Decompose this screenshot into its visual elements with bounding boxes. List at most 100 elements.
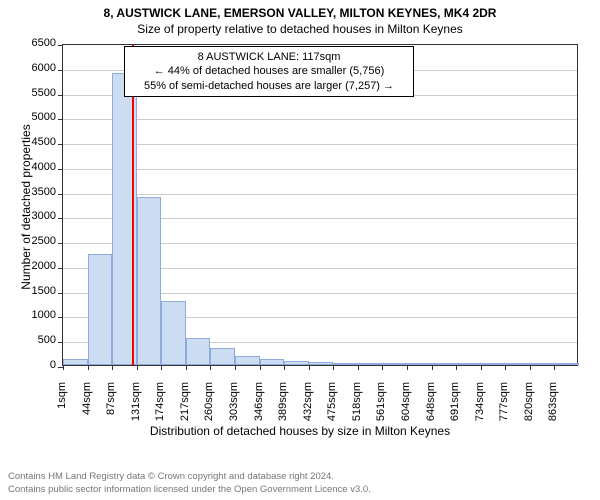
y-tick-mark <box>58 119 63 120</box>
x-tick-label: 648sqm <box>425 382 437 432</box>
x-tick-mark <box>530 365 531 370</box>
y-tick-mark <box>58 317 63 318</box>
footer-attribution: Contains HM Land Registry data © Crown c… <box>8 471 371 496</box>
y-tick-mark <box>58 268 63 269</box>
x-tick-mark <box>382 365 383 370</box>
histogram-bar <box>382 363 407 365</box>
y-tick-mark <box>58 293 63 294</box>
histogram-bar <box>432 363 457 365</box>
histogram-bar <box>530 363 555 365</box>
x-tick-label: 432sqm <box>302 382 314 432</box>
x-tick-mark <box>112 365 113 370</box>
y-tick-label: 3000 <box>20 210 56 222</box>
footer-line1: Contains HM Land Registry data © Crown c… <box>8 471 371 483</box>
x-tick-label: 777sqm <box>498 382 510 432</box>
histogram-bar <box>161 301 186 365</box>
x-tick-mark <box>554 365 555 370</box>
y-tick-label: 2000 <box>20 260 56 272</box>
histogram-bar <box>63 359 88 365</box>
x-tick-mark <box>63 365 64 370</box>
histogram-bar <box>358 363 383 365</box>
y-tick-label: 500 <box>20 334 56 346</box>
title-line2: Size of property relative to detached ho… <box>0 22 600 36</box>
histogram-bar <box>260 359 285 365</box>
x-tick-mark <box>481 365 482 370</box>
x-tick-mark <box>407 365 408 370</box>
x-tick-mark <box>210 365 211 370</box>
x-tick-label: 389sqm <box>277 382 289 432</box>
y-tick-mark <box>58 342 63 343</box>
y-tick-label: 5000 <box>20 111 56 123</box>
annotation-box: 8 AUSTWICK LANE: 117sqm ← 44% of detache… <box>124 46 414 97</box>
chart-title: 8, AUSTWICK LANE, EMERSON VALLEY, MILTON… <box>0 0 600 36</box>
annotation-line2: ← 44% of detached houses are smaller (5,… <box>135 64 403 78</box>
y-tick-mark <box>58 243 63 244</box>
title-line1: 8, AUSTWICK LANE, EMERSON VALLEY, MILTON… <box>0 6 600 20</box>
x-tick-label: 87sqm <box>105 382 117 432</box>
x-tick-label: 260sqm <box>203 382 215 432</box>
gridline <box>63 194 577 195</box>
histogram-bar <box>456 363 481 365</box>
y-tick-mark <box>58 70 63 71</box>
x-tick-label: 44sqm <box>81 382 93 432</box>
histogram-bar <box>284 361 309 365</box>
x-tick-mark <box>432 365 433 370</box>
gridline <box>63 119 577 120</box>
x-tick-label: 346sqm <box>253 382 265 432</box>
x-tick-mark <box>309 365 310 370</box>
y-tick-label: 6500 <box>20 37 56 49</box>
histogram-bar <box>407 363 432 365</box>
x-tick-mark <box>456 365 457 370</box>
y-tick-label: 4500 <box>20 136 56 148</box>
gridline <box>63 144 577 145</box>
y-tick-mark <box>58 144 63 145</box>
y-tick-label: 1000 <box>20 309 56 321</box>
x-tick-mark <box>505 365 506 370</box>
x-tick-label: 863sqm <box>547 382 559 432</box>
histogram-bar <box>137 197 162 365</box>
y-tick-label: 3500 <box>20 186 56 198</box>
y-tick-label: 2500 <box>20 235 56 247</box>
y-tick-mark <box>58 45 63 46</box>
histogram-bar <box>309 362 334 365</box>
x-tick-mark <box>284 365 285 370</box>
histogram-bar <box>186 338 211 365</box>
histogram-bar <box>481 363 506 365</box>
x-tick-label: 691sqm <box>449 382 461 432</box>
x-tick-label: 475sqm <box>326 382 338 432</box>
x-tick-mark <box>358 365 359 370</box>
gridline <box>63 169 577 170</box>
x-tick-label: 518sqm <box>351 382 363 432</box>
x-tick-mark <box>186 365 187 370</box>
y-tick-mark <box>58 95 63 96</box>
x-tick-mark <box>161 365 162 370</box>
x-tick-label: 561sqm <box>375 382 387 432</box>
x-tick-label: 174sqm <box>154 382 166 432</box>
x-tick-mark <box>137 365 138 370</box>
y-tick-label: 6000 <box>20 62 56 74</box>
histogram-bar <box>88 254 113 365</box>
y-tick-label: 0 <box>20 359 56 371</box>
y-tick-mark <box>58 218 63 219</box>
y-tick-mark <box>58 169 63 170</box>
x-tick-label: 303sqm <box>228 382 240 432</box>
x-tick-label: 217sqm <box>179 382 191 432</box>
footer-line2: Contains public sector information licen… <box>8 484 371 496</box>
x-tick-label: 604sqm <box>400 382 412 432</box>
annotation-line3: 55% of semi-detached houses are larger (… <box>135 79 403 93</box>
annotation-line1: 8 AUSTWICK LANE: 117sqm <box>135 50 403 64</box>
histogram-bar <box>333 363 358 365</box>
x-tick-mark <box>333 365 334 370</box>
y-tick-mark <box>58 194 63 195</box>
x-tick-label: 820sqm <box>523 382 535 432</box>
histogram-bar <box>554 363 579 365</box>
y-tick-label: 5500 <box>20 87 56 99</box>
x-tick-mark <box>260 365 261 370</box>
x-tick-label: 131sqm <box>130 382 142 432</box>
histogram-bar <box>235 356 260 365</box>
histogram-bar <box>210 348 235 365</box>
histogram-bar <box>505 363 530 365</box>
y-tick-label: 1500 <box>20 285 56 297</box>
y-tick-label: 4000 <box>20 161 56 173</box>
x-tick-mark <box>235 365 236 370</box>
